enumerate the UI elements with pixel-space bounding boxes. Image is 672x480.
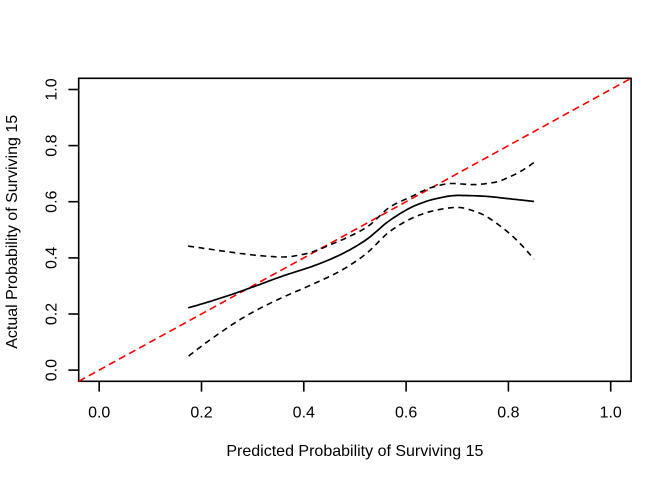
svg-text:0.4: 0.4 xyxy=(293,405,315,422)
svg-text:Predicted Probability of Survi: Predicted Probability of Surviving 15 xyxy=(226,443,483,460)
svg-text:0.2: 0.2 xyxy=(43,303,60,325)
svg-text:0.6: 0.6 xyxy=(395,405,417,422)
svg-text:0.0: 0.0 xyxy=(43,359,60,381)
svg-text:0.8: 0.8 xyxy=(497,405,519,422)
svg-text:0.8: 0.8 xyxy=(43,134,60,156)
svg-text:0.4: 0.4 xyxy=(43,247,60,269)
svg-text:0.2: 0.2 xyxy=(190,405,212,422)
svg-text:0.0: 0.0 xyxy=(88,405,110,422)
svg-text:0.6: 0.6 xyxy=(43,190,60,212)
svg-text:1.0: 1.0 xyxy=(600,405,622,422)
svg-text:Actual Probability of Survivin: Actual Probability of Surviving 15 xyxy=(4,115,21,349)
svg-text:1.0: 1.0 xyxy=(43,78,60,100)
